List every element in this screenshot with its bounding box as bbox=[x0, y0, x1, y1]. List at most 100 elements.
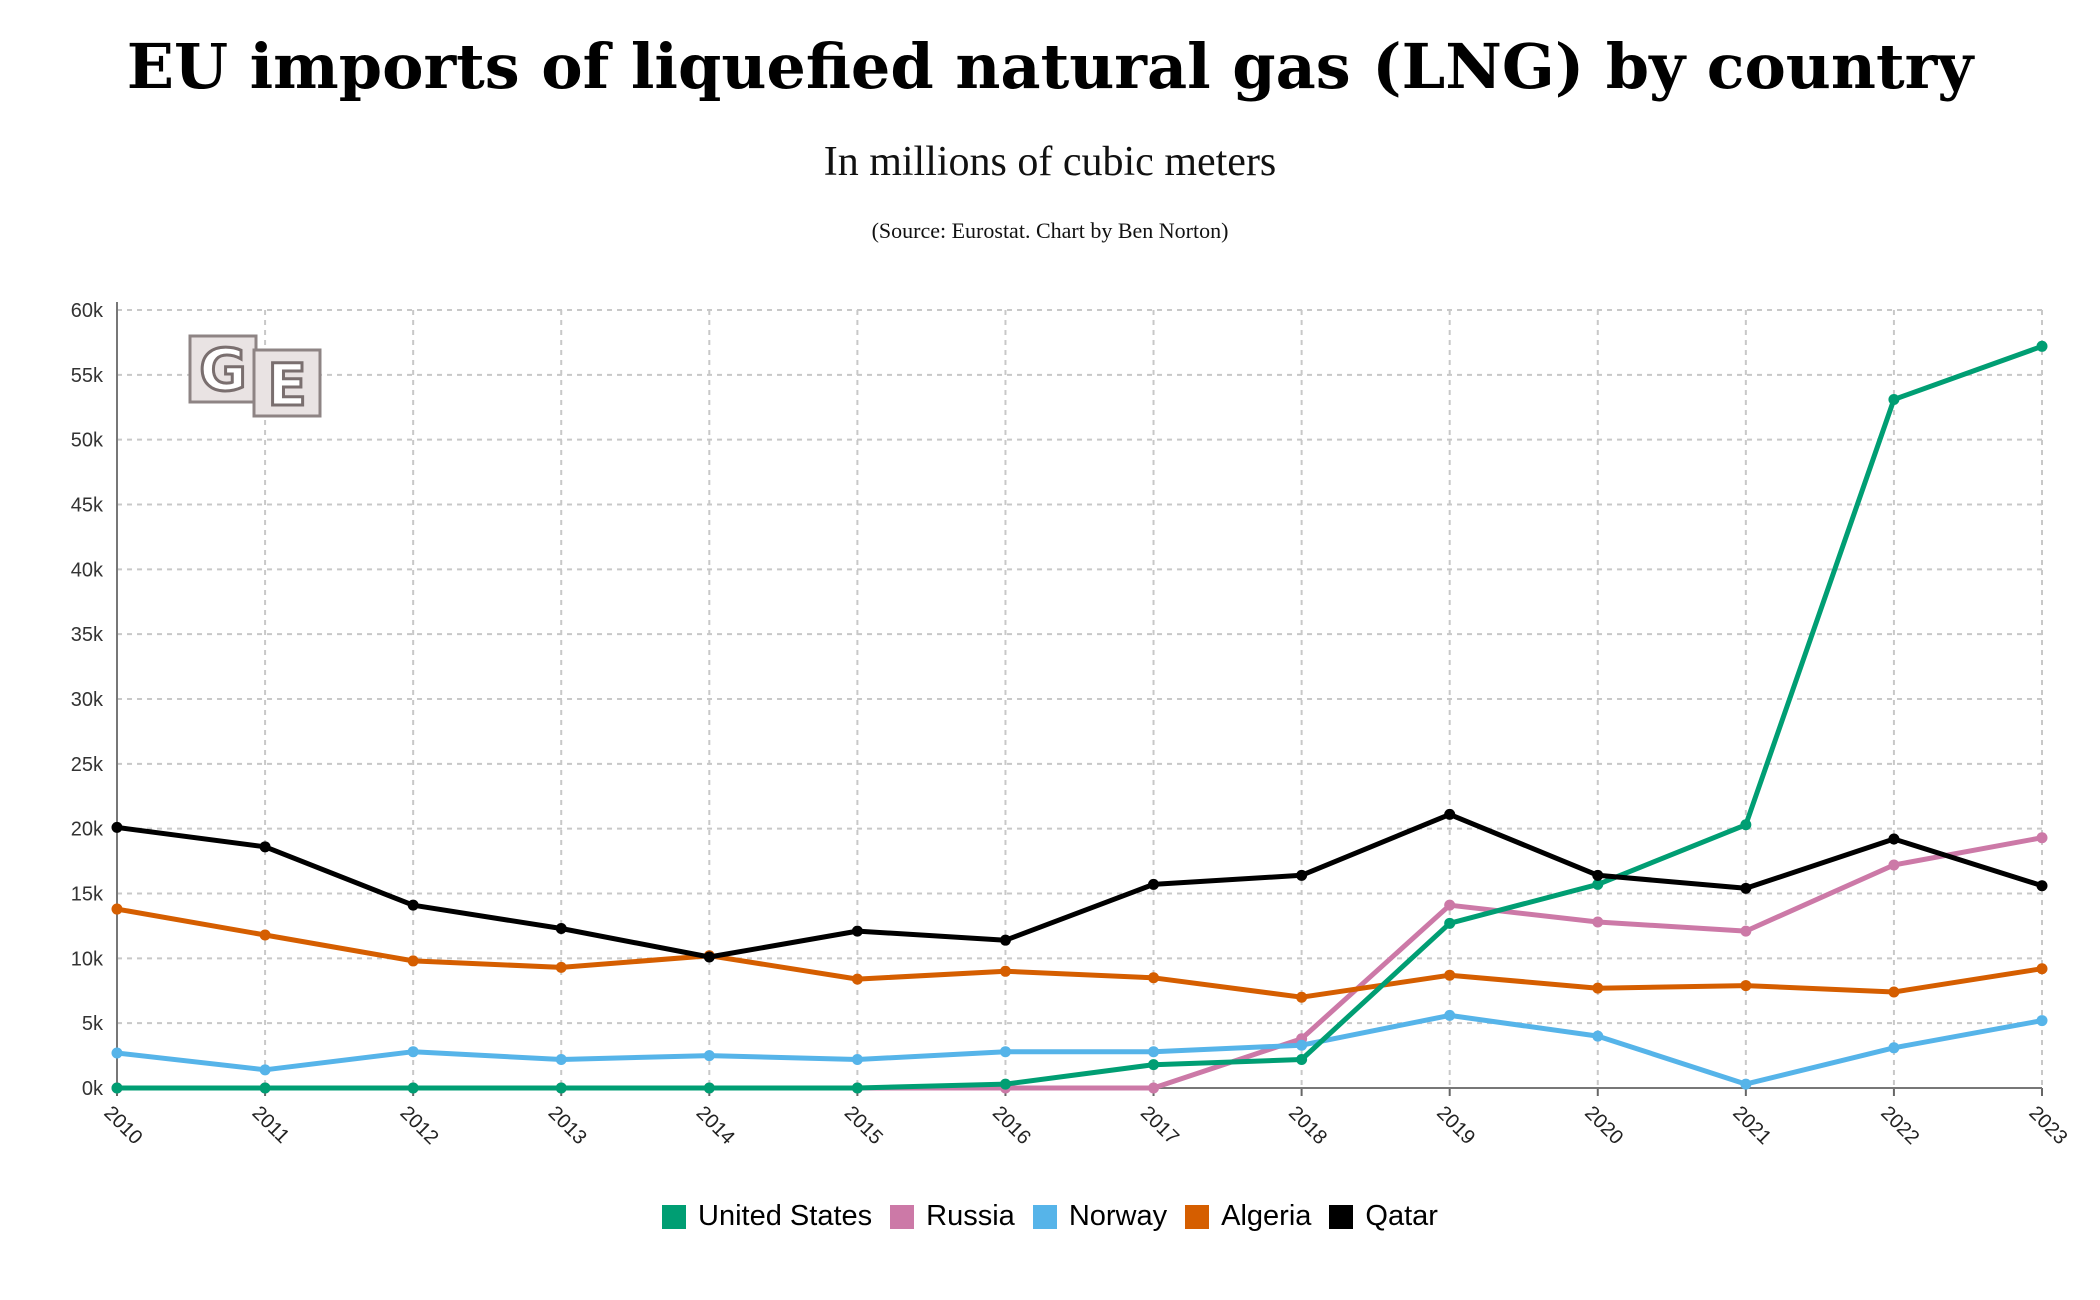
data-point-united-states bbox=[111, 1082, 123, 1094]
data-point-algeria bbox=[1444, 969, 1456, 981]
y-tick-label: 20k bbox=[71, 819, 104, 841]
data-point-norway bbox=[1444, 1009, 1456, 1021]
legend-label-russia: Russia bbox=[926, 1200, 1015, 1232]
x-tick-label: 2019 bbox=[1432, 1102, 1479, 1149]
x-tick-label: 2017 bbox=[1136, 1102, 1183, 1149]
data-point-qatar bbox=[999, 934, 1011, 946]
series-united-states bbox=[111, 340, 2048, 1094]
data-point-norway bbox=[999, 1046, 1011, 1058]
x-tick-label: 2012 bbox=[396, 1102, 443, 1149]
chart-source: (Source: Eurostat. Chart by Ben Norton) bbox=[871, 218, 1229, 243]
legend-swatch-algeria bbox=[1185, 1204, 1210, 1229]
data-point-algeria bbox=[2036, 963, 2048, 975]
legend-swatch-qatar bbox=[1329, 1204, 1354, 1229]
x-tick-label: 2022 bbox=[1876, 1102, 1923, 1149]
data-point-norway bbox=[1296, 1039, 1308, 1051]
series-line-united-states bbox=[114, 343, 2045, 1091]
data-point-qatar bbox=[851, 925, 863, 937]
data-point-qatar bbox=[703, 951, 715, 963]
data-point-russia bbox=[1148, 1082, 1160, 1094]
x-tick-label: 2010 bbox=[99, 1102, 146, 1149]
data-point-united-states bbox=[2036, 340, 2048, 352]
x-tick-label: 2015 bbox=[840, 1102, 887, 1149]
series-norway bbox=[111, 1009, 2048, 1090]
data-point-algeria bbox=[1148, 972, 1160, 984]
data-point-qatar bbox=[1888, 833, 1900, 845]
data-point-united-states bbox=[1148, 1059, 1160, 1071]
data-point-algeria bbox=[1888, 986, 1900, 998]
legend-item-russia[interactable]: Russia bbox=[890, 1200, 1015, 1233]
data-point-norway bbox=[1148, 1046, 1160, 1058]
chart-subtitle: In millions of cubic meters bbox=[823, 139, 1277, 185]
y-tick-label: 15k bbox=[71, 884, 104, 906]
legend-item-algeria[interactable]: Algeria bbox=[1185, 1200, 1311, 1233]
y-tick-label: 30k bbox=[71, 689, 104, 711]
legend-item-qatar[interactable]: Qatar bbox=[1329, 1200, 1438, 1233]
data-point-algeria bbox=[1592, 982, 1604, 994]
data-point-russia bbox=[2036, 832, 2048, 844]
data-point-qatar bbox=[1592, 869, 1604, 881]
y-tick-label: 5k bbox=[82, 1013, 104, 1035]
y-tick-label: 50k bbox=[71, 430, 104, 452]
series-line-norway bbox=[114, 1012, 2045, 1087]
data-point-russia bbox=[1444, 899, 1456, 911]
x-tick-label: 2018 bbox=[1284, 1102, 1331, 1149]
legend-item-united-states[interactable]: United States bbox=[662, 1200, 872, 1233]
data-point-norway bbox=[1888, 1042, 1900, 1054]
data-point-qatar bbox=[1444, 808, 1456, 820]
logo-letter-g: G bbox=[199, 336, 247, 404]
series-qatar bbox=[111, 808, 2048, 963]
grid-lines bbox=[117, 309, 2043, 1088]
legend-swatch-united-states bbox=[662, 1204, 687, 1229]
data-point-united-states bbox=[259, 1082, 271, 1094]
data-point-norway bbox=[111, 1047, 123, 1059]
y-tick-label: 40k bbox=[71, 559, 104, 581]
data-point-qatar bbox=[259, 841, 271, 853]
data-point-united-states bbox=[851, 1082, 863, 1094]
x-tick-label: 2014 bbox=[692, 1102, 739, 1149]
y-tick-label: 35k bbox=[71, 624, 104, 646]
data-point-united-states bbox=[1444, 917, 1456, 929]
x-tick-label: 2013 bbox=[544, 1102, 591, 1149]
x-tick-label: 2023 bbox=[2024, 1102, 2071, 1149]
legend-label-norway: Norway bbox=[1068, 1200, 1168, 1232]
y-tick-label: 55k bbox=[71, 365, 104, 387]
data-point-qatar bbox=[1296, 869, 1308, 881]
data-point-qatar bbox=[1740, 882, 1752, 894]
y-tick-label: 45k bbox=[71, 495, 104, 517]
data-point-united-states bbox=[1592, 878, 1604, 890]
y-tick-label: 10k bbox=[71, 948, 104, 970]
data-point-algeria bbox=[555, 961, 567, 973]
chart-legend: United States Russia Norway Algeria Qatar bbox=[0, 1200, 2100, 1233]
legend-label-algeria: Algeria bbox=[1221, 1200, 1312, 1232]
data-point-russia bbox=[1740, 925, 1752, 937]
ge-logo-icon: G E bbox=[188, 334, 322, 421]
legend-item-norway[interactable]: Norway bbox=[1032, 1200, 1168, 1233]
data-point-qatar bbox=[555, 923, 567, 935]
legend-swatch-norway bbox=[1032, 1204, 1057, 1229]
x-tick-label: 2020 bbox=[1580, 1102, 1627, 1149]
data-point-norway bbox=[1740, 1078, 1752, 1090]
data-point-norway bbox=[1592, 1030, 1604, 1042]
legend-swatch-russia bbox=[890, 1204, 915, 1229]
series-algeria bbox=[111, 903, 2048, 1003]
data-point-algeria bbox=[111, 903, 123, 915]
data-point-norway bbox=[703, 1050, 715, 1062]
chart-title: EU imports of liquefied natural gas (LNG… bbox=[126, 30, 1974, 103]
x-tick-label: 2021 bbox=[1728, 1102, 1775, 1149]
legend-label-united-states: United States bbox=[698, 1200, 873, 1232]
data-point-united-states bbox=[1740, 819, 1752, 831]
watermark-logo: G E bbox=[186, 332, 326, 421]
x-tick-label: 2016 bbox=[988, 1102, 1035, 1149]
data-point-norway bbox=[2036, 1015, 2048, 1027]
data-point-qatar bbox=[2036, 880, 2048, 892]
series-line-qatar bbox=[114, 811, 2045, 960]
data-point-algeria bbox=[407, 955, 419, 967]
data-point-united-states bbox=[1888, 393, 1900, 405]
data-point-qatar bbox=[111, 821, 123, 833]
data-point-algeria bbox=[851, 973, 863, 985]
data-point-russia bbox=[1592, 916, 1604, 928]
data-point-algeria bbox=[259, 929, 271, 941]
data-point-united-states bbox=[407, 1082, 419, 1094]
